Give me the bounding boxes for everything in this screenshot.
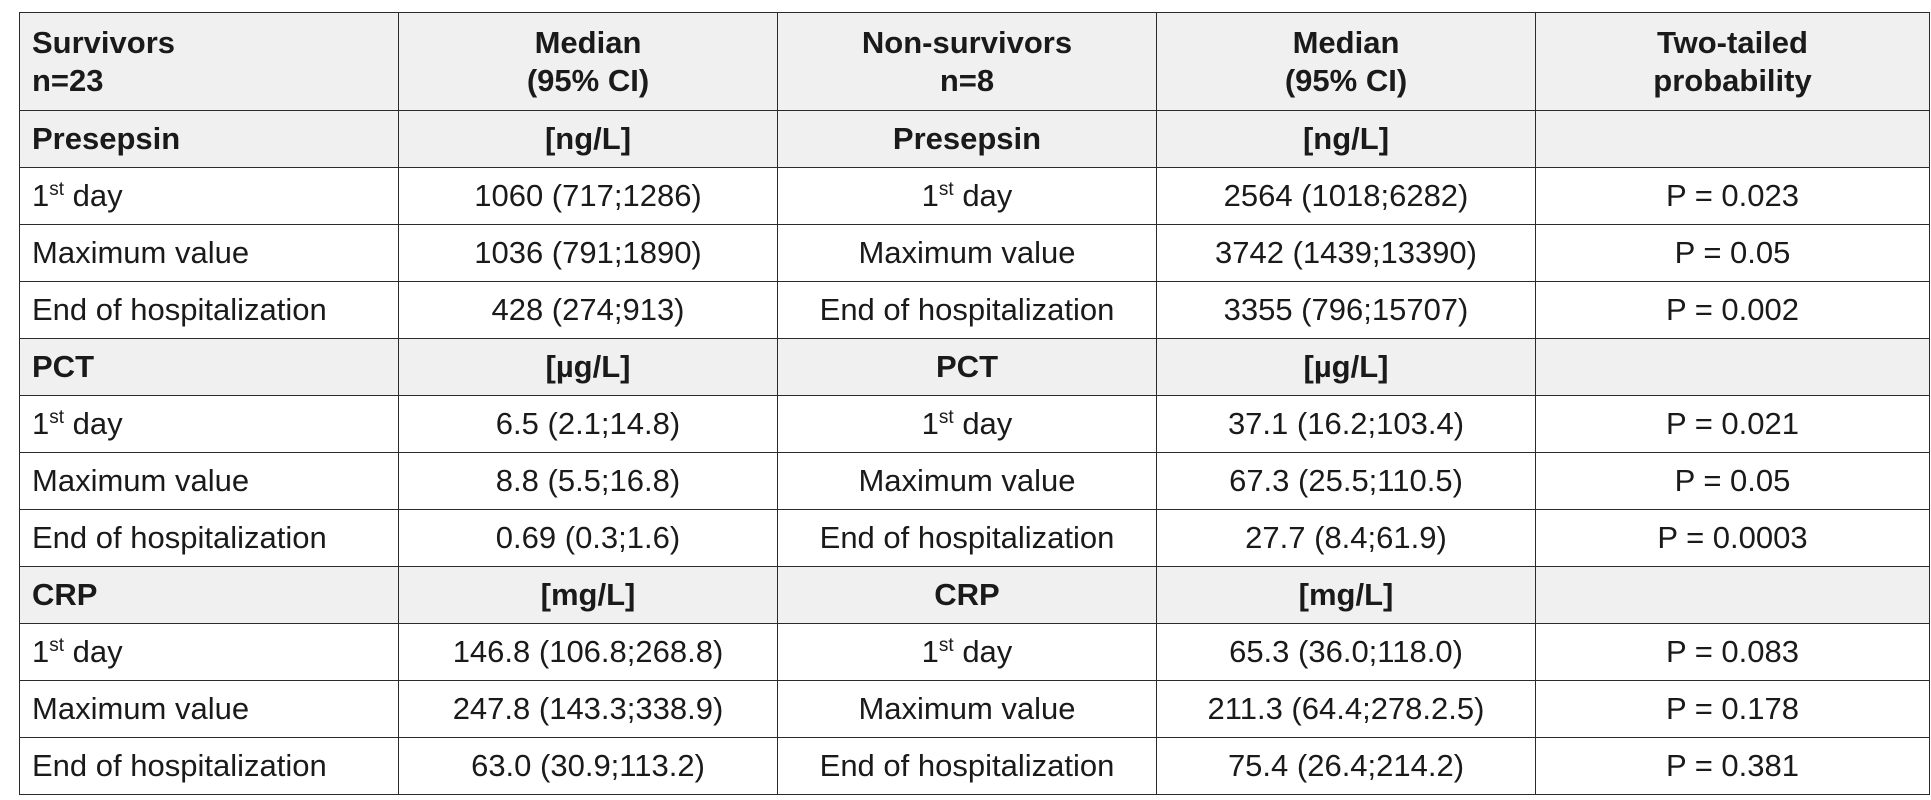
section-row: CRP [mg/L] CRP [mg/L] [19,566,1930,624]
section-row: Presepsin [ng/L] Presepsin [ng/L] [19,110,1930,168]
section-unit: [ng/L] [398,110,778,168]
row-label: 1st day [777,623,1157,681]
row-label: End of hospitalization [19,509,399,567]
row-label: 1st day [19,395,399,453]
row-label: Maximum value [777,224,1157,282]
table-row: End of hospitalization 0.69 (0.3;1.6) End … [19,509,1930,567]
table-row: 1st day 146.8 (106.8;268.8) 1st day 65.3 (3… [19,623,1930,681]
p-value: P = 0.021 [1535,395,1930,453]
header-median-survivors: Median (95% CI) [398,12,778,111]
row-label: Maximum value [19,224,399,282]
survivors-value: 63.0 (30.9;113.2) [398,737,778,795]
row-label: 1st day [19,623,399,681]
section-unit: [µg/L] [1156,338,1536,396]
section-unit: [µg/L] [398,338,778,396]
survivors-value: 1036 (791;1890) [398,224,778,282]
survivors-value: 1060 (717;1286) [398,167,778,225]
row-label: 1st day [19,167,399,225]
section-empty [1535,338,1930,396]
non-survivors-value: 37.1 (16.2;103.4) [1156,395,1536,453]
header-non-survivors: Non-survivors n=8 [777,12,1157,111]
p-value: P = 0.05 [1535,452,1930,510]
row-label: Maximum value [777,452,1157,510]
table-row: End of hospitalization 63.0 (30.9;113.2) E… [19,737,1930,795]
non-survivors-value: 211.3 (64.4;278.2.5) [1156,680,1536,738]
p-value: P = 0.083 [1535,623,1930,681]
row-label: 1st day [777,167,1157,225]
p-value: P = 0.002 [1535,281,1930,339]
non-survivors-value: 27.7 (8.4;61.9) [1156,509,1536,567]
survivors-value: 247.8 (143.3;338.9) [398,680,778,738]
table-row: 1st day 1060 (717;1286) 1st day 2564 (1018;… [19,167,1930,225]
section-unit: [mg/L] [398,566,778,624]
table-row: End of hospitalization 428 (274;913) End o… [19,281,1930,339]
survivors-value: 8.8 (5.5;16.8) [398,452,778,510]
row-label: Maximum value [19,680,399,738]
header-row: Survivors n=23 Median (95% CI) Non-survi… [19,12,1930,111]
non-survivors-value: 3742 (1439;13390) [1156,224,1536,282]
row-label: Maximum value [777,680,1157,738]
section-marker: Presepsin [19,110,399,168]
row-label: 1st day [777,395,1157,453]
row-label: End of hospitalization [777,737,1157,795]
p-value: P = 0.178 [1535,680,1930,738]
row-label: End of hospitalization [777,509,1157,567]
section-marker: CRP [19,566,399,624]
row-label: End of hospitalization [19,281,399,339]
table-body: Presepsin [ng/L] Presepsin [ng/L] 1st day 106… [19,110,1930,795]
section-empty [1535,110,1930,168]
row-label: End of hospitalization [19,737,399,795]
section-row: PCT [µg/L] PCT [µg/L] [19,338,1930,396]
survivors-value: 0.69 (0.3;1.6) [398,509,778,567]
table-row: 1st day 6.5 (2.1;14.8) 1st day 37.1 (16.2;1… [19,395,1930,453]
non-survivors-value: 67.3 (25.5;110.5) [1156,452,1536,510]
header-survivors: Survivors n=23 [19,12,399,111]
non-survivors-value: 75.4 (26.4;214.2) [1156,737,1536,795]
p-value: P = 0.023 [1535,167,1930,225]
section-marker: Presepsin [777,110,1157,168]
row-label: Maximum value [19,452,399,510]
section-unit: [ng/L] [1156,110,1536,168]
non-survivors-value: 65.3 (36.0;118.0) [1156,623,1536,681]
non-survivors-value: 3355 (796;15707) [1156,281,1536,339]
section-empty [1535,566,1930,624]
section-marker: PCT [19,338,399,396]
table-row: Maximum value 8.8 (5.5;16.8) Maximum value… [19,452,1930,510]
p-value: P = 0.381 [1535,737,1930,795]
non-survivors-value: 2564 (1018;6282) [1156,167,1536,225]
survivors-value: 6.5 (2.1;14.8) [398,395,778,453]
header-probability: Two-tailed probability [1535,12,1930,111]
row-label: End of hospitalization [777,281,1157,339]
p-value: P = 0.0003 [1535,509,1930,567]
results-table: Survivors n=23 Median (95% CI) Non-survi… [19,12,1930,795]
section-marker: PCT [777,338,1157,396]
header-median-non-survivors: Median (95% CI) [1156,12,1536,111]
p-value: P = 0.05 [1535,224,1930,282]
section-unit: [mg/L] [1156,566,1536,624]
table-row: Maximum value 1036 (791;1890) Maximum valu… [19,224,1930,282]
survivors-value: 428 (274;913) [398,281,778,339]
section-marker: CRP [777,566,1157,624]
survivors-value: 146.8 (106.8;268.8) [398,623,778,681]
table-row: Maximum value 247.8 (143.3;338.9) Maximum … [19,680,1930,738]
